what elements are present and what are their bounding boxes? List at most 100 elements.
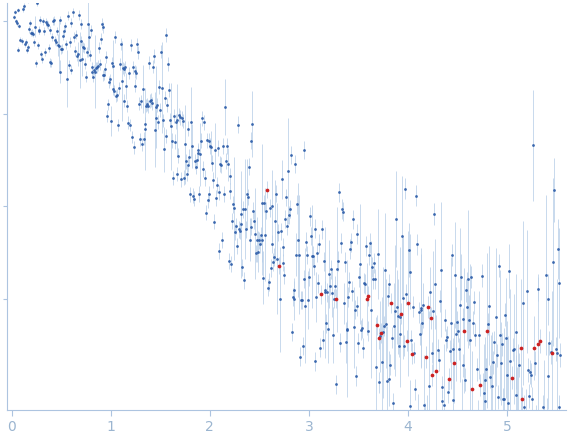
Point [341, 339, 350, 346]
Point [218, 236, 227, 243]
Point [551, 345, 560, 352]
Point [477, 272, 486, 279]
Point [384, 280, 393, 287]
Point [54, 42, 63, 49]
Point [61, 41, 71, 48]
Point [234, 226, 243, 233]
Point [9, 14, 18, 21]
Point [168, 174, 178, 181]
Point [425, 288, 434, 295]
Point [410, 349, 419, 356]
Point [158, 84, 167, 91]
Point [413, 241, 422, 248]
Point [182, 170, 191, 177]
Point [511, 329, 520, 336]
Point [93, 64, 102, 71]
Point [378, 358, 387, 365]
Point [48, 18, 57, 25]
Point [342, 326, 351, 333]
Point [394, 343, 403, 350]
Point [21, 38, 30, 45]
Point [88, 63, 97, 70]
Point [18, 38, 27, 45]
Point [431, 368, 440, 375]
Point [283, 222, 292, 229]
Point [42, 21, 51, 28]
Point [374, 335, 383, 342]
Point [58, 45, 67, 52]
Point [521, 413, 530, 420]
Point [211, 194, 220, 201]
Point [241, 206, 250, 213]
Point [340, 259, 349, 266]
Point [520, 436, 529, 437]
Point [522, 288, 531, 295]
Point [393, 313, 402, 320]
Point [201, 209, 211, 216]
Point [502, 433, 511, 437]
Point [452, 330, 461, 337]
Point [206, 142, 215, 149]
Point [429, 308, 438, 315]
Point [455, 346, 464, 353]
Point [224, 257, 233, 264]
Point [556, 351, 565, 358]
Point [311, 225, 320, 232]
Point [455, 302, 464, 309]
Point [60, 23, 69, 30]
Point [146, 96, 155, 103]
Point [106, 117, 116, 124]
Point [410, 386, 419, 393]
Point [134, 100, 143, 107]
Point [280, 271, 289, 278]
Point [387, 334, 397, 341]
Point [126, 42, 135, 49]
Point [275, 296, 284, 303]
Point [420, 428, 430, 435]
Point [167, 123, 176, 130]
Point [30, 39, 39, 46]
Point [414, 309, 423, 316]
Point [434, 357, 443, 364]
Point [138, 86, 147, 93]
Point [227, 260, 236, 267]
Point [102, 54, 111, 61]
Point [381, 320, 390, 327]
Point [208, 160, 217, 166]
Point [43, 21, 52, 28]
Point [154, 119, 163, 126]
Point [112, 92, 121, 99]
Point [244, 163, 253, 170]
Point [530, 360, 539, 367]
Point [145, 59, 154, 66]
Point [430, 210, 439, 217]
Point [18, 6, 27, 13]
Point [34, 27, 43, 34]
Point [343, 325, 352, 332]
Point [218, 142, 228, 149]
Point [46, 27, 55, 34]
Point [464, 275, 473, 282]
Point [84, 33, 93, 40]
Point [461, 376, 470, 383]
Point [294, 251, 303, 258]
Point [296, 296, 306, 303]
Point [505, 267, 514, 274]
Point [211, 147, 220, 154]
Point [282, 194, 291, 201]
Point [327, 290, 336, 297]
Point [192, 157, 201, 164]
Point [233, 121, 242, 128]
Point [509, 345, 518, 352]
Point [236, 211, 245, 218]
Point [229, 205, 238, 212]
Point [332, 295, 341, 302]
Point [445, 348, 454, 355]
Point [267, 240, 276, 247]
Point [303, 252, 312, 259]
Point [295, 353, 304, 360]
Point [270, 253, 279, 260]
Point [71, 48, 80, 55]
Point [469, 299, 478, 306]
Point [482, 366, 491, 373]
